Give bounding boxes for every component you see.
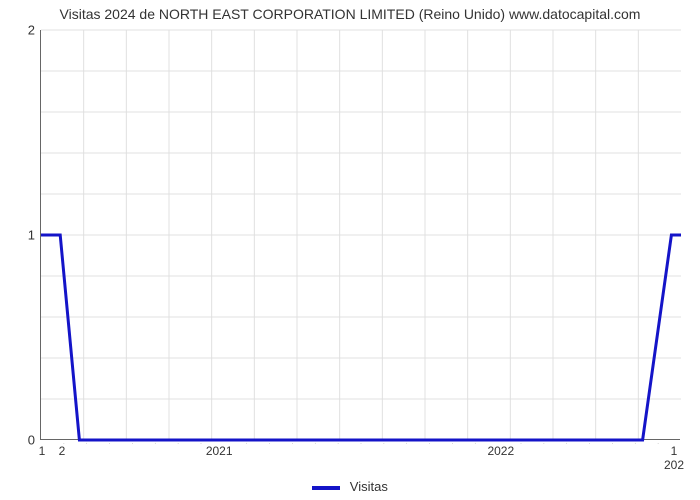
x-tick-minor: · [131,441,133,447]
x-tick-minor: · [337,441,339,447]
x-tick-minor: · [429,441,431,447]
x-tick-minor: · [543,441,545,447]
x-tick-minor: · [657,441,659,447]
x-tick-minor: · [200,441,202,447]
legend: Visitas [0,479,700,494]
legend-swatch [312,486,340,490]
x-tick-minor: · [566,441,568,447]
x-tick-minor: · [154,441,156,447]
y-tick-label: 0 [5,433,35,448]
x-tick-minor: · [634,441,636,447]
x-tick-minor: · [520,441,522,447]
x-tick-label: 1 [39,444,46,458]
chart-title: Visitas 2024 de NORTH EAST CORPORATION L… [0,0,700,22]
chart-container: Visitas 2024 de NORTH EAST CORPORATION L… [0,0,700,500]
x-tick-minor: · [177,441,179,447]
x-tick-minor: · [589,441,591,447]
y-tick-label: 2 [5,23,35,38]
x-tick-minor: · [86,441,88,447]
x-tick-minor: · [246,441,248,447]
x-tick-minor: · [451,441,453,447]
x-tick-minor: · [314,441,316,447]
x-tick-minor: · [406,441,408,447]
x-tick-minor: · [474,441,476,447]
legend-label: Visitas [350,479,388,494]
x-tick-label: 2021 [206,444,233,458]
plot-area [40,30,680,440]
x-tick-minor: · [63,441,65,447]
x-tick-label: 1 [671,444,678,458]
x-tick-minor: · [269,441,271,447]
x-tick-label: 2022 [487,444,514,458]
x-tick-minor: · [109,441,111,447]
x-tick-minor: · [611,441,613,447]
y-tick-label: 1 [5,228,35,243]
x-tick-minor: · [291,441,293,447]
x-tick-minor: · [360,441,362,447]
x-tick-label: 202 [664,458,684,472]
x-tick-minor: · [383,441,385,447]
series-line [41,30,680,439]
